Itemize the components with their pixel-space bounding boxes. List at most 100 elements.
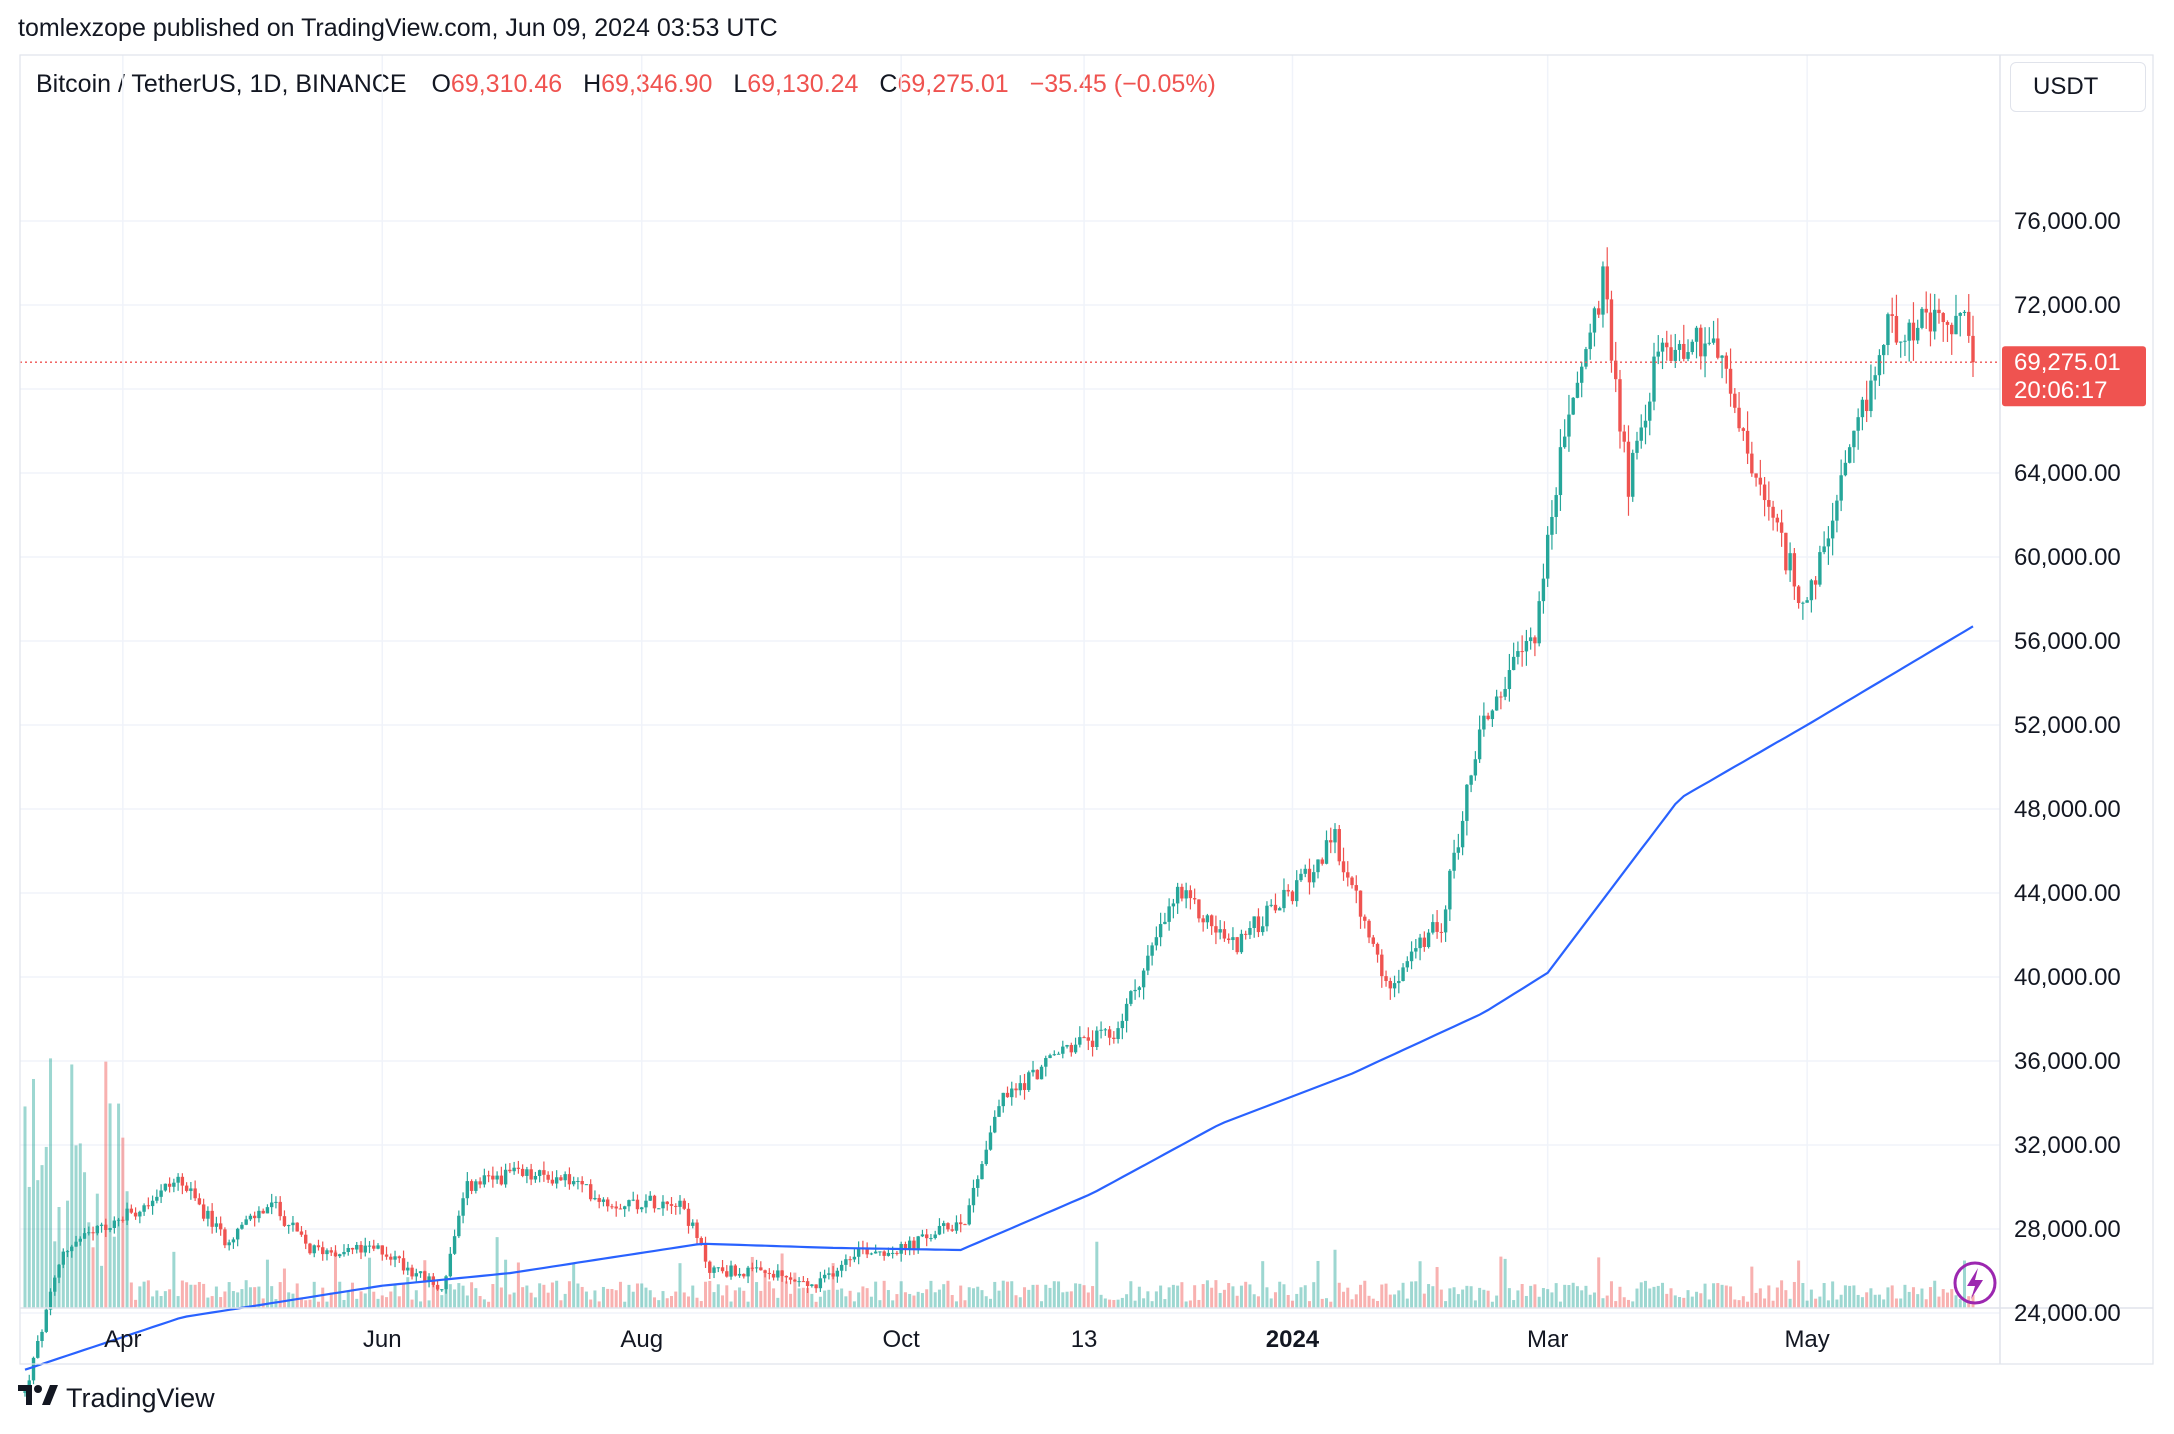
volume-bar: [1359, 1284, 1363, 1308]
volume-bar: [504, 1259, 508, 1308]
lightning-icon[interactable]: [1953, 1261, 1997, 1305]
volume-bar: [1116, 1299, 1120, 1308]
volume-bar: [1720, 1284, 1724, 1308]
volume-bar: [1665, 1293, 1669, 1308]
volume-bar: [988, 1298, 992, 1308]
volume-bar: [580, 1286, 584, 1308]
volume-bar: [1601, 1298, 1605, 1308]
volume-bar: [448, 1284, 452, 1308]
candle-body: [1545, 534, 1550, 579]
candle-body: [282, 1216, 287, 1226]
volume-bar: [1193, 1285, 1197, 1308]
candle-body: [844, 1259, 848, 1265]
volume-bar: [1133, 1300, 1137, 1308]
volume-bar: [1499, 1256, 1503, 1308]
volume-bar: [1516, 1290, 1520, 1308]
candle-body: [1137, 987, 1142, 990]
candle-body: [91, 1232, 95, 1234]
candle-body: [1733, 393, 1737, 408]
volume-bar: [1941, 1289, 1945, 1308]
candle-body: [1346, 872, 1350, 878]
candle-body: [435, 1284, 440, 1290]
y-tick-label: 68,000.00: [2014, 376, 2121, 403]
volume-bar: [1920, 1288, 1924, 1308]
candle-body: [1962, 311, 1967, 313]
volume-bar: [1367, 1295, 1371, 1308]
candle-body: [193, 1188, 197, 1199]
volume-bar: [640, 1283, 644, 1308]
candle-body: [423, 1271, 427, 1281]
volume-bar: [869, 1296, 873, 1308]
candle-body: [112, 1220, 117, 1228]
candle-body: [1813, 580, 1818, 585]
candle-body: [1686, 352, 1690, 359]
candle-body: [1303, 868, 1307, 874]
candle-body: [1014, 1088, 1018, 1091]
candle-body: [121, 1219, 125, 1221]
volume-bar: [487, 1301, 491, 1308]
volume-bar: [138, 1286, 142, 1308]
volume-bar: [801, 1287, 805, 1308]
volume-bar: [1835, 1299, 1839, 1308]
candle-body: [869, 1253, 874, 1255]
candle-body: [1707, 342, 1711, 344]
volume-bar: [1924, 1299, 1928, 1308]
candle-body: [1354, 885, 1358, 891]
volume-bar: [1971, 1294, 1975, 1308]
volume-bar: [1954, 1295, 1958, 1308]
volume-bar: [538, 1283, 542, 1308]
volume-bar: [963, 1300, 967, 1308]
candle-body: [1703, 343, 1707, 357]
volume-bar: [1656, 1285, 1660, 1308]
volume-bar: [1452, 1287, 1456, 1308]
candle-body: [1214, 926, 1218, 933]
x-axis-ticks: Apr Jun Aug Oct 13 2024 Mar May: [104, 1326, 1830, 1353]
symbol-label[interactable]: Bitcoin / TetherUS, 1D, BINANCE: [36, 70, 407, 98]
volume-bar: [53, 1241, 57, 1308]
candle-body: [937, 1225, 942, 1235]
currency-unit-button[interactable]: USDT: [2010, 62, 2146, 112]
open-value: 69,310.46: [450, 70, 563, 98]
candle-body: [780, 1270, 784, 1276]
volume-bar: [1699, 1293, 1703, 1308]
volume-bar: [665, 1298, 669, 1308]
candle-body: [1711, 338, 1716, 343]
candle-body: [146, 1205, 151, 1207]
candle-body: [924, 1234, 929, 1239]
volume-bar: [555, 1280, 559, 1308]
volume-bar: [1524, 1295, 1528, 1308]
candle-body: [1945, 322, 1950, 325]
candle-body: [716, 1267, 720, 1269]
candle-body: [1192, 898, 1197, 900]
volume-bar: [1537, 1296, 1541, 1308]
volume-bar: [83, 1172, 87, 1308]
candle-body: [1205, 915, 1210, 923]
volume-bar: [227, 1282, 231, 1308]
candle-body: [1597, 308, 1601, 315]
volume-bar: [461, 1285, 465, 1308]
volume-bar: [346, 1291, 350, 1308]
volume-bar: [827, 1289, 831, 1308]
candle-body: [36, 1340, 40, 1358]
candle-body: [593, 1197, 597, 1200]
candle-body: [907, 1240, 912, 1249]
volume-bar: [1363, 1280, 1367, 1308]
candle-body: [554, 1177, 559, 1184]
volume-bar: [1137, 1286, 1141, 1308]
volume-bar: [1231, 1286, 1235, 1308]
volume-bar: [1057, 1281, 1061, 1308]
volume-bar: [1188, 1300, 1192, 1308]
volume-bar: [406, 1277, 410, 1308]
candle-body: [1388, 980, 1393, 989]
volume-bar: [1967, 1296, 1971, 1308]
volume-bar: [465, 1295, 469, 1308]
candle-body: [678, 1200, 682, 1207]
volume-bar: [1061, 1292, 1065, 1308]
volume-bar: [1733, 1299, 1737, 1308]
candle-body: [1520, 651, 1524, 653]
volume-bar: [899, 1281, 903, 1308]
volume-bar: [368, 1257, 372, 1308]
volume-bar: [1103, 1298, 1107, 1308]
volume-bar: [423, 1260, 427, 1308]
